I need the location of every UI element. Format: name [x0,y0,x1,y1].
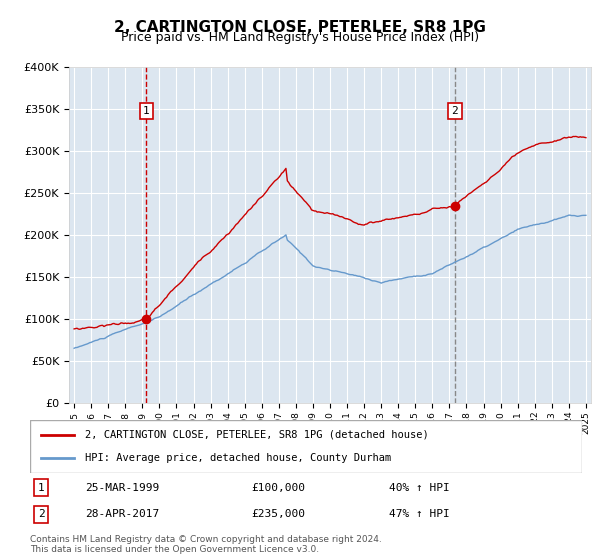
Text: 1: 1 [143,106,149,116]
Text: 1: 1 [38,483,44,493]
Text: Price paid vs. HM Land Registry's House Price Index (HPI): Price paid vs. HM Land Registry's House … [121,31,479,44]
Text: £235,000: £235,000 [251,509,305,519]
Text: 2: 2 [38,509,44,519]
Text: £100,000: £100,000 [251,483,305,493]
Text: 40% ↑ HPI: 40% ↑ HPI [389,483,449,493]
FancyBboxPatch shape [30,420,582,473]
Text: 28-APR-2017: 28-APR-2017 [85,509,160,519]
Text: 2, CARTINGTON CLOSE, PETERLEE, SR8 1PG (detached house): 2, CARTINGTON CLOSE, PETERLEE, SR8 1PG (… [85,430,429,440]
Text: HPI: Average price, detached house, County Durham: HPI: Average price, detached house, Coun… [85,453,391,463]
Text: 25-MAR-1999: 25-MAR-1999 [85,483,160,493]
Text: 2, CARTINGTON CLOSE, PETERLEE, SR8 1PG: 2, CARTINGTON CLOSE, PETERLEE, SR8 1PG [114,20,486,35]
Text: 47% ↑ HPI: 47% ↑ HPI [389,509,449,519]
Text: 2: 2 [451,106,458,116]
Text: Contains HM Land Registry data © Crown copyright and database right 2024.
This d: Contains HM Land Registry data © Crown c… [30,535,382,554]
